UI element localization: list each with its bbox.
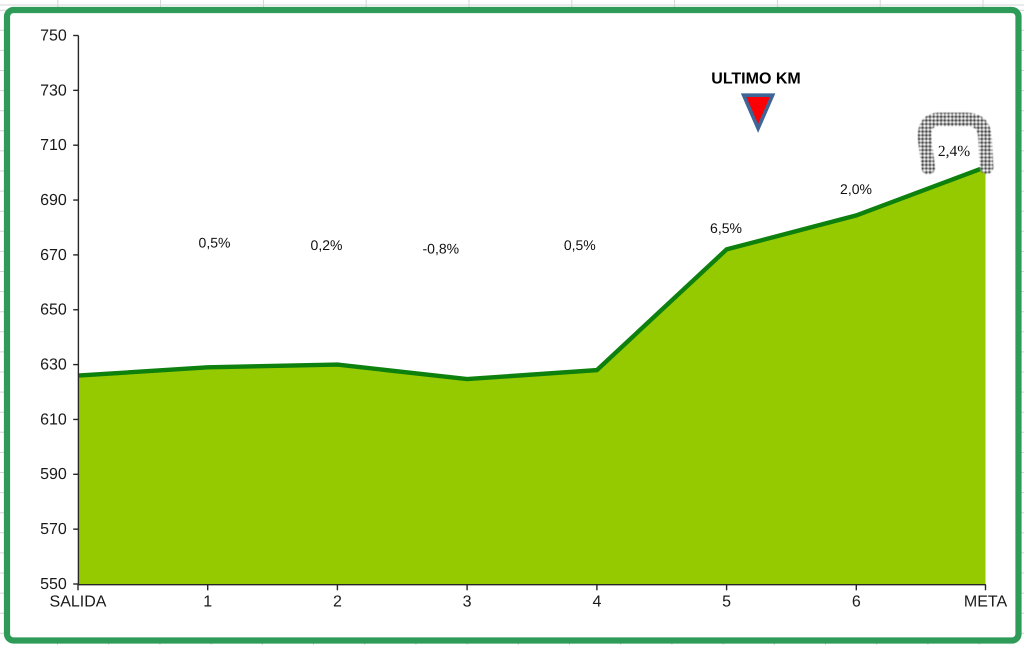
svg-text:4: 4 [592, 594, 601, 611]
svg-text:550: 550 [40, 576, 67, 593]
svg-text:3: 3 [463, 594, 472, 611]
svg-text:-0,8%: -0,8% [423, 240, 460, 256]
svg-text:0,5%: 0,5% [564, 237, 596, 253]
svg-text:0,5%: 0,5% [199, 235, 231, 251]
svg-text:2,4%: 2,4% [938, 143, 970, 160]
svg-text:670: 670 [40, 247, 67, 264]
svg-text:2: 2 [333, 594, 342, 611]
svg-text:0,2%: 0,2% [311, 237, 343, 253]
svg-text:590: 590 [40, 466, 67, 483]
svg-text:650: 650 [40, 302, 67, 319]
svg-text:META: META [964, 594, 1008, 611]
svg-text:6: 6 [852, 594, 861, 611]
svg-text:630: 630 [40, 357, 67, 374]
svg-text:730: 730 [40, 82, 67, 99]
svg-text:570: 570 [40, 521, 67, 538]
svg-text:690: 690 [40, 192, 67, 209]
svg-text:610: 610 [40, 411, 67, 428]
svg-text:750: 750 [40, 27, 67, 44]
svg-text:2,0%: 2,0% [840, 181, 872, 197]
svg-text:SALIDA: SALIDA [50, 594, 107, 611]
svg-text:1: 1 [203, 594, 212, 611]
svg-text:ULTIMO KM: ULTIMO KM [711, 70, 800, 87]
svg-text:710: 710 [40, 137, 67, 154]
svg-text:5: 5 [722, 594, 731, 611]
svg-text:6,5%: 6,5% [710, 220, 742, 236]
